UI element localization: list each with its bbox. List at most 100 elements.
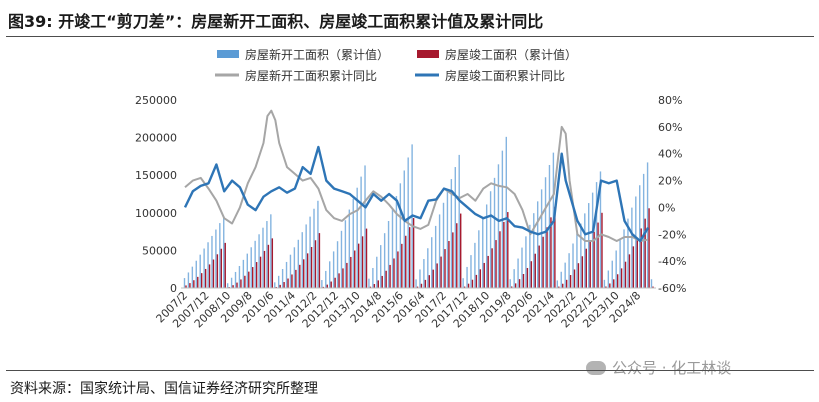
bar-completion	[405, 235, 407, 288]
bar-completion	[295, 269, 297, 288]
bar-new-start	[623, 229, 625, 288]
y-left-tick-label: 150000	[135, 169, 177, 182]
bar-completion	[550, 217, 552, 288]
bar-completion	[471, 279, 474, 288]
bar-completion	[613, 279, 615, 288]
bar-new-start	[207, 242, 209, 288]
line-new-start-yoy	[184, 109, 649, 242]
bar-new-start	[329, 261, 331, 288]
bar-completion	[558, 286, 560, 288]
bar-completion	[200, 273, 203, 288]
bar-new-start	[289, 254, 292, 288]
legend: 房屋新开工面积（累计值） 房屋竣工面积（累计值） 房屋新开工面积累计同比 房屋竣工面积…	[215, 47, 577, 83]
bar-completion	[581, 256, 584, 288]
bar-new-start	[325, 270, 327, 288]
bar-completion	[495, 240, 497, 288]
bar-new-start	[525, 236, 527, 288]
bar-completion	[577, 263, 580, 288]
bar-new-start	[254, 240, 256, 288]
legend-swatch-0	[217, 50, 239, 58]
bar-new-start	[466, 266, 468, 288]
bar-new-start	[242, 259, 245, 288]
bar-completion	[381, 275, 383, 288]
bar-new-start	[607, 270, 610, 288]
bar-new-start	[560, 271, 562, 288]
bar-new-start	[513, 269, 515, 288]
bar-completion	[522, 273, 525, 288]
bar-completion	[189, 283, 191, 288]
bar-new-start	[234, 271, 237, 288]
bar-new-start	[556, 280, 559, 288]
y-right-tick-label: -60%	[658, 282, 686, 295]
bar-completion	[436, 263, 438, 288]
bar-completion	[632, 246, 635, 288]
bar-new-start	[332, 251, 335, 288]
bar-completion	[573, 269, 576, 288]
bar-new-start	[646, 162, 649, 288]
bar-completion	[534, 253, 536, 288]
bar-new-start	[395, 196, 398, 288]
bar-completion	[652, 286, 654, 288]
bar-new-start	[485, 204, 488, 288]
bar-completion	[424, 279, 427, 288]
bar-new-start	[344, 220, 347, 288]
bar-completion	[357, 243, 360, 288]
legend-label-3: 房屋竣工面积累计同比	[445, 68, 565, 83]
bar-new-start	[588, 203, 590, 288]
bar-new-start	[301, 232, 303, 288]
bar-new-start	[642, 173, 645, 288]
bar-completion	[530, 261, 533, 288]
bar-completion	[483, 262, 485, 288]
bar-completion	[259, 256, 262, 288]
bar-new-start	[584, 213, 586, 288]
bar-completion	[589, 240, 591, 288]
y-right-tick-label: 60%	[658, 121, 682, 134]
bar-new-start	[419, 269, 421, 288]
bar-completion	[401, 243, 403, 288]
bar-completion	[585, 248, 587, 288]
source-note: 资料来源：国家统计局、国信证券经济研究所整理	[10, 381, 318, 397]
bar-new-start	[497, 164, 500, 288]
bar-completion	[314, 240, 317, 288]
bar-completion	[499, 231, 501, 288]
title-bar: 图39: 开竣工“剪刀差”：房屋新开工面积、房屋竣工面积累计值及累计同比	[0, 0, 819, 38]
bar-new-start	[262, 227, 264, 288]
bar-new-start	[631, 207, 633, 288]
bar-completion	[452, 232, 454, 288]
bar-completion	[467, 283, 470, 288]
bar-completion	[306, 253, 309, 288]
bar-completion	[636, 237, 639, 288]
bar-new-start	[505, 136, 507, 288]
bar-completion	[377, 280, 379, 288]
bar-completion	[479, 269, 482, 288]
bar-completion	[420, 283, 423, 288]
bar-new-start	[470, 255, 472, 288]
y-left-tick-label: 100000	[135, 207, 177, 220]
bar-completion	[601, 212, 603, 288]
bar-new-start	[431, 237, 433, 288]
bar-new-start	[540, 189, 543, 288]
bar-new-start	[297, 239, 300, 288]
bar-new-start	[356, 187, 358, 288]
bar-new-start	[191, 266, 194, 288]
bar-completion	[597, 222, 599, 288]
bar-new-start	[568, 253, 570, 288]
bar-completion	[291, 274, 293, 288]
bar-new-start	[576, 233, 578, 288]
bar-completion	[491, 248, 493, 288]
bar-completion	[197, 276, 199, 288]
bar-new-start	[238, 265, 241, 288]
bar-new-start	[360, 176, 362, 288]
bar-new-start	[572, 243, 574, 288]
bar-new-start	[348, 209, 351, 288]
legend-label-0: 房屋新开工面积（累计值）	[245, 47, 389, 62]
bar-new-start	[340, 230, 343, 288]
bar-new-start	[195, 260, 197, 288]
bar-completion	[412, 218, 415, 288]
bar-new-start	[438, 214, 441, 288]
y-right-tick-label: 40%	[658, 148, 682, 161]
bar-completion	[565, 279, 568, 288]
title-divider	[6, 36, 814, 37]
bar-completion	[204, 268, 207, 288]
bar-new-start	[454, 167, 456, 288]
